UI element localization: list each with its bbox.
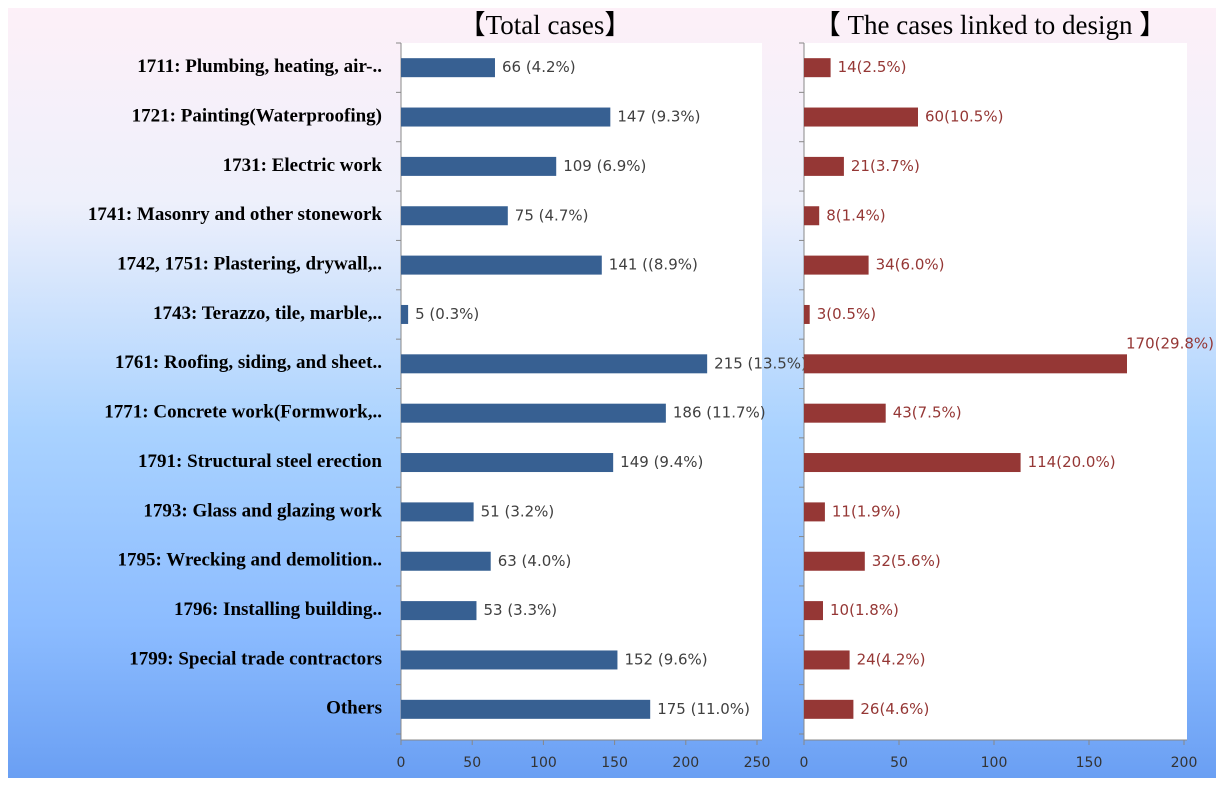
bar: [401, 304, 409, 324]
bar: [804, 354, 1127, 374]
value-label: 51 (3.2%): [481, 502, 555, 520]
category-label: 1742, 1751: Plastering, drywall,..: [117, 253, 382, 274]
chart-title: 【 The cases linked to design 】: [814, 10, 1166, 40]
bar: [401, 58, 495, 78]
bar: [804, 502, 825, 522]
category-label: 1799: Special trade contractors: [129, 648, 382, 669]
x-tick-label: 50: [463, 755, 481, 771]
plot-area: [401, 43, 762, 740]
value-label: 60(10.5%): [925, 108, 1003, 126]
category-label: 1741: Masonry and other stonework: [88, 204, 383, 225]
category-label: Others: [326, 698, 382, 719]
value-label: 43(7.5%): [893, 404, 962, 422]
category-label: 1711: Plumbing, heating, air-..: [137, 56, 382, 77]
bar: [804, 699, 854, 719]
value-label: 8(1.4%): [826, 206, 885, 224]
value-label: 186 (11.7%): [673, 404, 766, 422]
bar: [401, 699, 651, 719]
value-label: 10(1.8%): [830, 601, 899, 619]
category-label: 1761: Roofing, siding, and sheet..: [115, 352, 382, 373]
value-label: 109 (6.9%): [563, 157, 646, 175]
value-label: 75 (4.7%): [515, 206, 589, 224]
bar: [804, 551, 865, 571]
value-label: 114(20.0%): [1028, 453, 1116, 471]
plot-area: [804, 43, 1187, 740]
bar: [804, 650, 850, 670]
category-label: 1771: Concrete work(Formwork,..: [104, 402, 382, 423]
bar: [401, 453, 614, 473]
bar: [804, 58, 831, 78]
category-label: 1731: Electric work: [223, 155, 383, 176]
x-tick-label: 200: [1171, 755, 1198, 771]
value-label: 32(5.6%): [872, 552, 941, 570]
bar: [804, 601, 823, 621]
x-tick-label: 0: [397, 755, 406, 771]
x-tick-label: 150: [601, 755, 628, 771]
value-label: 21(3.7%): [851, 157, 920, 175]
value-label: 149 (9.4%): [620, 453, 703, 471]
value-label: 175 (11.0%): [657, 700, 750, 718]
value-label: 53 (3.3%): [483, 601, 557, 619]
x-tick-label: 150: [1076, 755, 1103, 771]
category-label: 1721: Painting(Waterproofing): [132, 105, 382, 126]
bar: [401, 403, 666, 423]
x-tick-label: 0: [800, 755, 809, 771]
value-label: 34(6.0%): [876, 256, 945, 274]
value-label: 3(0.5%): [817, 305, 876, 323]
value-label: 66 (4.2%): [502, 58, 576, 76]
bar: [804, 206, 820, 226]
bar: [401, 156, 557, 176]
category-label: 1791: Structural steel erection: [138, 451, 382, 472]
value-label: 63 (4.0%): [498, 552, 572, 570]
x-tick-label: 50: [890, 755, 908, 771]
chart-title: 【Total cases】: [459, 10, 632, 40]
bar: [401, 206, 508, 226]
value-label: 170(29.8%): [1126, 334, 1214, 352]
value-label: 152 (9.6%): [624, 650, 707, 668]
bar: [804, 304, 810, 324]
bar: [401, 551, 491, 571]
bar: [401, 354, 708, 374]
bar: [401, 601, 477, 621]
x-tick-label: 250: [744, 755, 771, 771]
bar: [804, 107, 918, 127]
bar: [401, 255, 602, 275]
x-tick-label: 200: [672, 755, 699, 771]
category-label: 1793: Glass and glazing work: [143, 500, 382, 521]
value-label: 11(1.9%): [832, 502, 901, 520]
bar: [804, 156, 844, 176]
value-label: 215 (13.5%): [714, 354, 807, 372]
category-label: 1795: Wrecking and demolition..: [118, 550, 382, 571]
value-label: 147 (9.3%): [617, 108, 700, 126]
x-tick-label: 100: [530, 755, 557, 771]
x-tick-label: 100: [981, 755, 1008, 771]
value-label: 14(2.5%): [838, 58, 907, 76]
bar: [401, 107, 611, 127]
bar: [401, 650, 618, 670]
bar: [804, 403, 886, 423]
bar: [401, 502, 474, 522]
bar: [804, 255, 869, 275]
bar: [804, 453, 1021, 473]
value-label: 141 ((8.9%): [609, 256, 698, 274]
value-label: 5 (0.3%): [415, 305, 479, 323]
value-label: 24(4.2%): [857, 650, 926, 668]
category-label: 1796: Installing building..: [174, 599, 382, 620]
value-label: 26(4.6%): [860, 700, 929, 718]
category-label: 1743: Terazzo, tile, marble,..: [153, 303, 382, 324]
